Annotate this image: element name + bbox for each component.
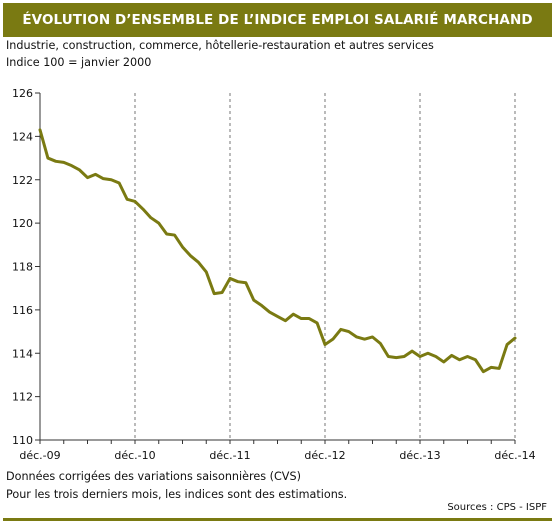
- x-tick-label: déc.-13: [399, 449, 440, 462]
- chart-title: ÉVOLUTION D’ENSEMBLE DE L’INDICE EMPLOI …: [3, 3, 552, 37]
- x-tick-label: déc.-12: [304, 449, 345, 462]
- x-tick-label: déc.-10: [114, 449, 155, 462]
- y-tick-label: 126: [12, 87, 33, 100]
- x-tick-label: déc.-09: [19, 449, 60, 462]
- chart-series: [38, 128, 517, 374]
- chart-grid: [134, 93, 516, 440]
- chart-subtitle-base: Indice 100 = janvier 2000: [6, 56, 152, 69]
- footnote-estimates: Pour les trois derniers mois, les indice…: [6, 488, 348, 501]
- x-tick-label: déc.-11: [209, 449, 250, 462]
- y-tick-label: 112: [12, 391, 33, 404]
- y-tick-label: 122: [12, 174, 33, 187]
- y-tick-label: 114: [12, 347, 33, 360]
- bottom-rule: [3, 518, 552, 521]
- chart-subtitle-scope: Industrie, construction, commerce, hôtel…: [6, 39, 434, 52]
- y-tick-label: 110: [12, 434, 33, 447]
- y-tick-label: 116: [12, 304, 33, 317]
- x-tick-label: déc.-14: [494, 449, 535, 462]
- y-tick-label: 124: [12, 130, 33, 143]
- series-line: [38, 128, 517, 374]
- x-axis-ticks: déc.-09 déc.-10 déc.-11 déc.-12 déc.-13 déc.-…: [19, 449, 535, 462]
- chart-axes: [39, 93, 516, 444]
- y-tick-label: 120: [12, 217, 33, 230]
- y-tick-label: 118: [12, 261, 33, 274]
- footnote-cvs: Données corrigées des variations saisonn…: [6, 470, 301, 483]
- y-axis-ticks: 110 112 114 116 118 120 122 124 126: [12, 87, 40, 447]
- source-note: Sources : CPS - ISPF: [447, 502, 547, 513]
